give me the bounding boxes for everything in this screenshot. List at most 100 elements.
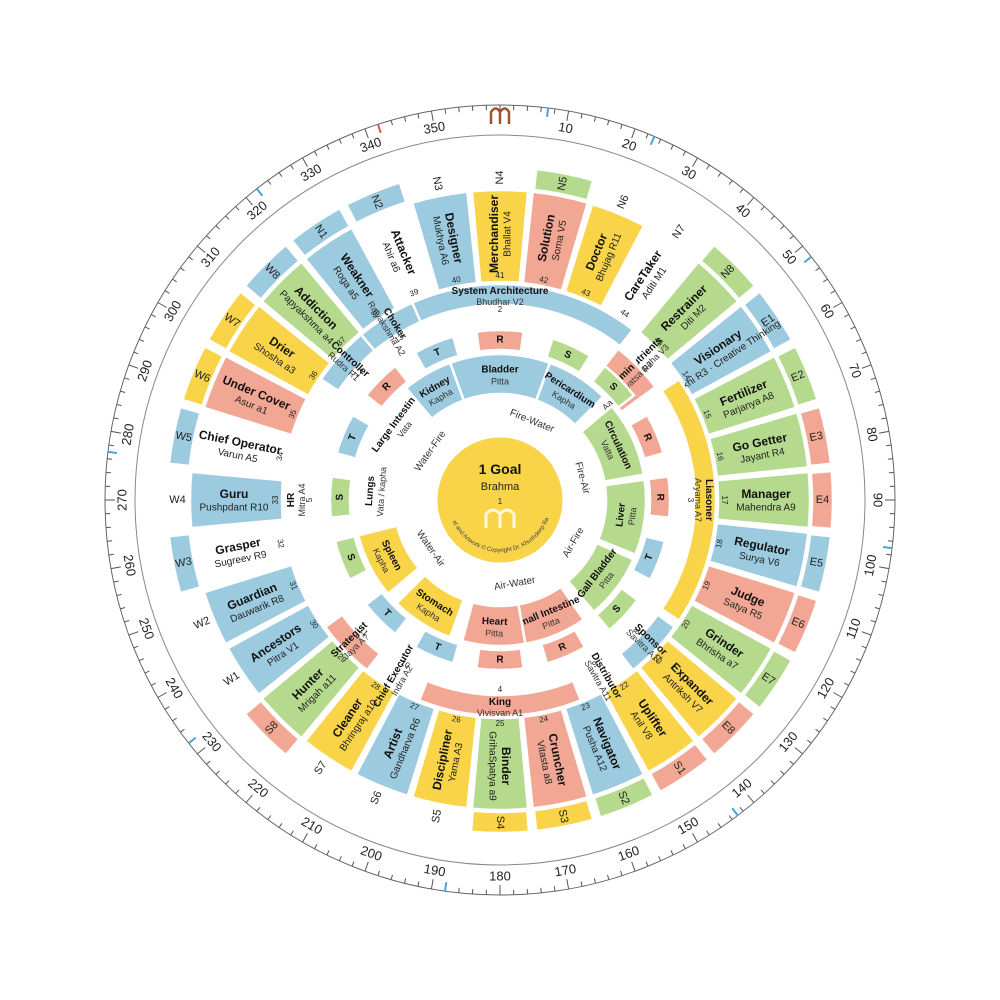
letter-cell (474, 328, 526, 353)
degree-tick (850, 326, 856, 330)
degree-tick (390, 874, 393, 880)
letter-label: T (643, 553, 655, 563)
degree-tick (206, 235, 211, 240)
degree-tick (878, 403, 884, 407)
deity-cell (563, 691, 646, 798)
mid-cell (323, 612, 382, 672)
degree-tick (881, 580, 887, 583)
deity-cell (602, 667, 697, 774)
degree-tick (850, 670, 856, 674)
mid-sub: Vivisvan A1 (477, 708, 523, 718)
degree-tick (747, 197, 755, 206)
degree-tick (245, 794, 253, 803)
degree-tick (844, 682, 849, 686)
degree-tick (172, 717, 177, 722)
degree-label: 270 (114, 489, 129, 511)
degree-label: 80 (864, 426, 881, 443)
degree-tick (110, 430, 121, 434)
degree-tick (706, 164, 710, 170)
degree-tick (870, 620, 876, 623)
code-cell (289, 741, 352, 794)
degree-tick (739, 188, 744, 193)
degree-tick (180, 728, 185, 733)
degree-label: 110 (843, 616, 864, 641)
degree-tick (188, 256, 193, 261)
deity-cell (226, 602, 333, 697)
degree-tick (789, 235, 794, 240)
deity-cell (691, 563, 798, 646)
degree-tick (172, 278, 177, 283)
letter-label: R (641, 432, 654, 444)
letter-cell (630, 534, 667, 582)
degree-tick (815, 267, 820, 272)
letter-cell (474, 647, 526, 672)
degree-tick (593, 116, 597, 122)
degree-tick (794, 747, 803, 755)
deity-cell (303, 667, 398, 774)
letter-cell (590, 364, 636, 410)
deity-cell (521, 707, 590, 810)
deity-number: 19 (701, 579, 713, 591)
letter-label: R (557, 641, 569, 654)
code-label: E3 (809, 430, 825, 444)
degree-tick (120, 607, 126, 610)
code-label: S3 (556, 809, 570, 825)
degree-tick (215, 225, 220, 230)
letter-cell (364, 590, 410, 636)
degree-tick (290, 164, 294, 170)
letter-label: S (335, 493, 346, 500)
mid-cell (359, 301, 423, 353)
degree-tick (874, 607, 880, 610)
code-cell (243, 698, 302, 757)
degree-tick (878, 593, 884, 597)
degree-label: 350 (422, 118, 446, 137)
degree-label: 190 (423, 861, 447, 880)
degree-tick (760, 789, 765, 794)
degree-tick (245, 197, 253, 206)
degree-tick (658, 856, 662, 862)
degree-tick (314, 844, 318, 849)
degree-tick (670, 850, 674, 856)
degree-label: 340 (358, 134, 384, 156)
degree-tick (607, 120, 610, 126)
degree-tick (760, 206, 765, 211)
degree-tick (807, 739, 812, 744)
code-cell (469, 165, 531, 191)
degree-tick (620, 124, 623, 130)
organ-sub: Pitta (491, 376, 509, 386)
degree-tick (458, 887, 460, 893)
code-cell (592, 775, 656, 820)
degree-tick (206, 760, 211, 765)
degree-tick (113, 580, 119, 583)
deity-number: 16 (715, 451, 726, 462)
mid-name: HR (286, 492, 297, 507)
mid-number: 4 (498, 685, 503, 694)
letter-label: T (433, 347, 443, 360)
degree-tick (430, 879, 434, 890)
degree-tick (780, 225, 785, 230)
degree-tick (607, 874, 610, 880)
degree-tick (780, 770, 785, 775)
degree-tick (164, 706, 170, 710)
degree-tick (881, 417, 887, 420)
degree-tick (879, 566, 890, 570)
deity-cell (667, 602, 774, 697)
deity-cell (667, 303, 774, 398)
letter-cell (413, 628, 461, 665)
letter-label: T (347, 433, 360, 443)
degree-tick (631, 128, 636, 139)
degree-label: 20 (620, 135, 639, 154)
degree-tick (116, 403, 122, 407)
degree-marker (444, 882, 448, 892)
degree-tick (417, 881, 420, 887)
degree-tick (444, 108, 447, 114)
code-label: S2 (615, 789, 631, 806)
goal-number: 1 (498, 497, 503, 506)
deity-number: 35 (287, 408, 299, 420)
degree-tick (364, 861, 369, 872)
degree-tick (580, 113, 583, 119)
mid-sub: Bhudhar V2 (476, 297, 524, 307)
degree-tick (180, 267, 185, 272)
code-cell (469, 809, 531, 835)
degree-tick (794, 245, 803, 253)
